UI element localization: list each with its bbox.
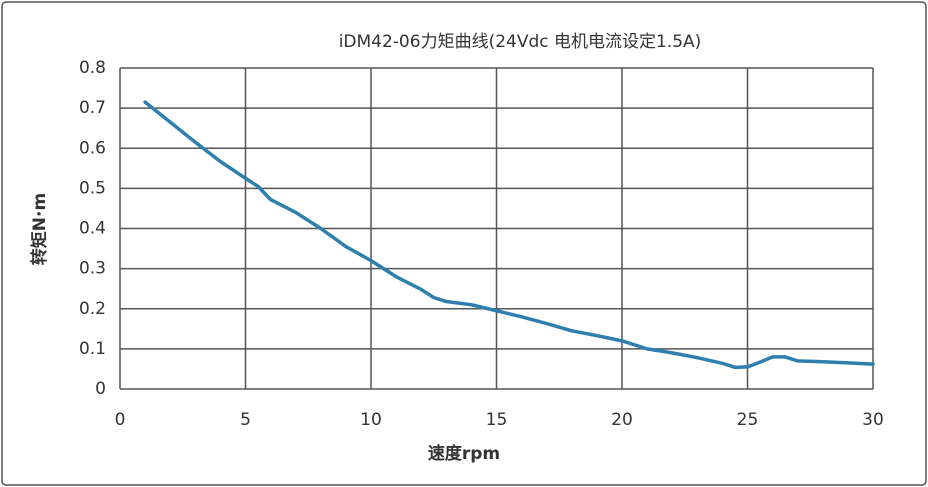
- y-tick-label: 0.1: [79, 339, 106, 359]
- y-tick-label: 0.5: [79, 178, 106, 198]
- y-axis-label: 转矩N·m: [29, 193, 50, 265]
- y-tick-label: 0.4: [79, 219, 106, 239]
- y-tick-label: 0.6: [79, 138, 106, 158]
- y-tick-label: 0.7: [79, 98, 106, 118]
- y-tick-label: 0.2: [79, 299, 106, 319]
- x-tick-label: 0: [115, 410, 126, 430]
- y-tick-label: 0.8: [79, 58, 106, 78]
- x-tick-label: 25: [737, 410, 759, 430]
- x-tick-label: 15: [486, 410, 508, 430]
- x-tick-label: 5: [240, 410, 251, 430]
- y-tick-label: 0: [95, 379, 106, 399]
- y-tick-label: 0.3: [79, 259, 106, 279]
- x-axis-label: 速度rpm: [428, 443, 500, 464]
- chart-title: iDM42-06力矩曲线(24Vdc 电机电流设定1.5A): [339, 32, 702, 52]
- data-line: [143, 100, 875, 370]
- x-tick-label: 20: [611, 410, 633, 430]
- x-tick-label: 30: [862, 410, 884, 430]
- x-tick-label: 10: [360, 410, 382, 430]
